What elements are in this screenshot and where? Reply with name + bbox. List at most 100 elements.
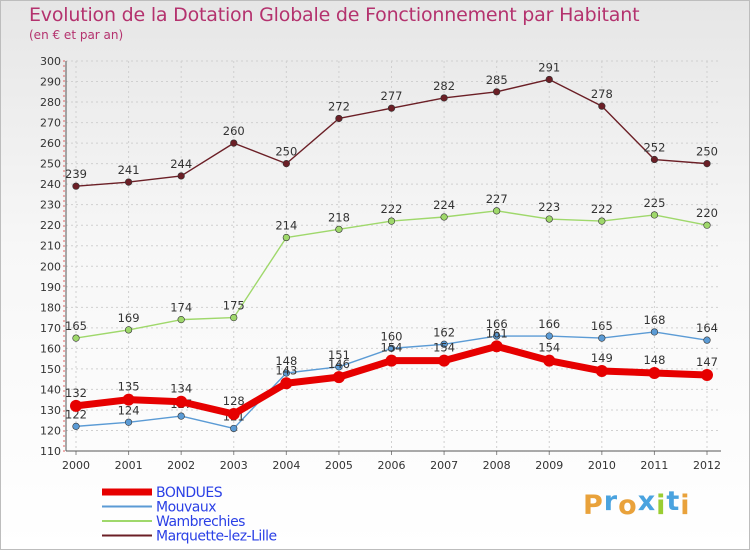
data-label: 146 bbox=[328, 357, 350, 371]
data-label: 128 bbox=[223, 394, 245, 408]
y-tick-label: 120 bbox=[40, 424, 61, 437]
data-point bbox=[703, 221, 711, 229]
legend-label: BONDUES bbox=[156, 485, 223, 501]
data-point bbox=[598, 102, 606, 110]
x-tick-label: 2004 bbox=[272, 459, 300, 472]
y-tick-label: 170 bbox=[40, 322, 61, 335]
data-label: 148 bbox=[643, 353, 665, 367]
data-point bbox=[230, 313, 238, 322]
data-point bbox=[703, 160, 711, 168]
data-label: 277 bbox=[381, 89, 403, 103]
series-mouvaux: 122124127121148151160162166166165168164 bbox=[65, 313, 718, 433]
data-point bbox=[72, 334, 80, 342]
y-tick-label: 240 bbox=[40, 178, 61, 191]
data-point bbox=[595, 364, 608, 377]
data-point bbox=[543, 354, 556, 367]
x-tick-label: 2008 bbox=[483, 459, 511, 472]
data-label: 260 bbox=[223, 124, 245, 138]
data-point bbox=[124, 326, 133, 334]
data-point bbox=[72, 422, 80, 430]
data-label: 168 bbox=[643, 313, 665, 327]
data-point bbox=[230, 424, 238, 433]
x-tick-label: 2001 bbox=[115, 459, 143, 472]
y-tick-label: 160 bbox=[40, 342, 61, 355]
data-label: 218 bbox=[328, 210, 350, 224]
y-tick-label: 140 bbox=[40, 383, 61, 396]
data-label: 222 bbox=[591, 202, 613, 216]
data-label: 154 bbox=[433, 341, 455, 355]
data-label: 174 bbox=[170, 301, 192, 315]
data-point bbox=[493, 332, 501, 340]
series-marquette-lez-lille: 239 241 244 260 250 272 277 282 285 291 278 252 250 bbox=[65, 60, 718, 190]
data-label: 161 bbox=[486, 326, 508, 340]
data-label: 151 bbox=[328, 348, 350, 362]
x-tick-label: 2009 bbox=[535, 459, 563, 472]
legend-label: Wambrechies bbox=[156, 514, 245, 530]
data-label: 166 bbox=[538, 317, 560, 331]
y-tick-label: 110 bbox=[40, 445, 61, 458]
x-tick-label: 2002 bbox=[167, 459, 195, 472]
series-wambrechies: 165 169 174 175 214 218 222 224 227 223 222 225 220 bbox=[65, 192, 718, 342]
data-label: 166 bbox=[486, 317, 508, 331]
data-label: 223 bbox=[538, 200, 560, 214]
data-point bbox=[387, 104, 396, 112]
data-point bbox=[70, 399, 82, 412]
y-tick-label: 210 bbox=[40, 240, 61, 253]
data-label: 135 bbox=[118, 380, 140, 394]
y-tick-label: 250 bbox=[40, 158, 61, 171]
data-point bbox=[177, 172, 185, 180]
data-label: 224 bbox=[433, 198, 455, 212]
y-tick-label: 150 bbox=[40, 363, 61, 376]
y-tick-label: 190 bbox=[40, 281, 61, 294]
plot-area bbox=[66, 61, 721, 451]
logo-letter: t bbox=[666, 486, 681, 517]
data-label: 220 bbox=[696, 206, 718, 220]
data-label: 134 bbox=[170, 382, 192, 396]
data-point bbox=[493, 207, 501, 215]
y-tick-label: 300 bbox=[40, 55, 61, 68]
data-point bbox=[650, 155, 659, 164]
x-tick-label: 2000 bbox=[62, 459, 90, 472]
data-point bbox=[282, 160, 290, 168]
data-point bbox=[438, 354, 451, 367]
y-tick-label: 230 bbox=[40, 199, 61, 212]
x-tick-label: 2011 bbox=[640, 459, 668, 472]
data-label: 222 bbox=[381, 202, 403, 216]
x-tick-label: 2006 bbox=[378, 459, 406, 472]
logo-letter: i bbox=[656, 490, 667, 521]
data-point bbox=[490, 340, 503, 353]
y-tick-label: 220 bbox=[40, 219, 61, 232]
data-label: 291 bbox=[538, 60, 560, 74]
data-point bbox=[335, 114, 343, 123]
data-label: 214 bbox=[275, 219, 297, 233]
series-bondues: 132 135 134 128 143 146 154 154 161 154 149 148 147 bbox=[65, 326, 718, 421]
x-tick-label: 2003 bbox=[220, 459, 248, 472]
data-label: 165 bbox=[591, 319, 613, 333]
data-label: 147 bbox=[696, 355, 718, 369]
data-point bbox=[598, 217, 606, 225]
data-label: 272 bbox=[328, 99, 350, 113]
data-point bbox=[230, 139, 238, 147]
data-point bbox=[440, 213, 448, 221]
y-tick-label: 130 bbox=[40, 404, 61, 417]
data-point bbox=[280, 377, 293, 390]
data-label: 252 bbox=[643, 141, 665, 155]
data-point bbox=[124, 418, 133, 426]
data-point bbox=[122, 393, 135, 406]
data-point bbox=[387, 217, 396, 225]
data-point bbox=[282, 369, 290, 377]
data-point bbox=[650, 328, 659, 336]
data-point bbox=[701, 369, 713, 382]
data-point bbox=[387, 344, 396, 352]
data-label: 164 bbox=[696, 321, 718, 335]
legend-label: Mouvaux bbox=[156, 500, 216, 516]
data-point bbox=[493, 88, 501, 96]
logo-letter: P bbox=[583, 490, 604, 521]
data-point bbox=[335, 363, 343, 371]
data-label: 239 bbox=[65, 167, 87, 181]
data-label: 169 bbox=[118, 311, 140, 325]
y-tick-label: 270 bbox=[40, 117, 61, 130]
data-label: 122 bbox=[65, 407, 87, 421]
